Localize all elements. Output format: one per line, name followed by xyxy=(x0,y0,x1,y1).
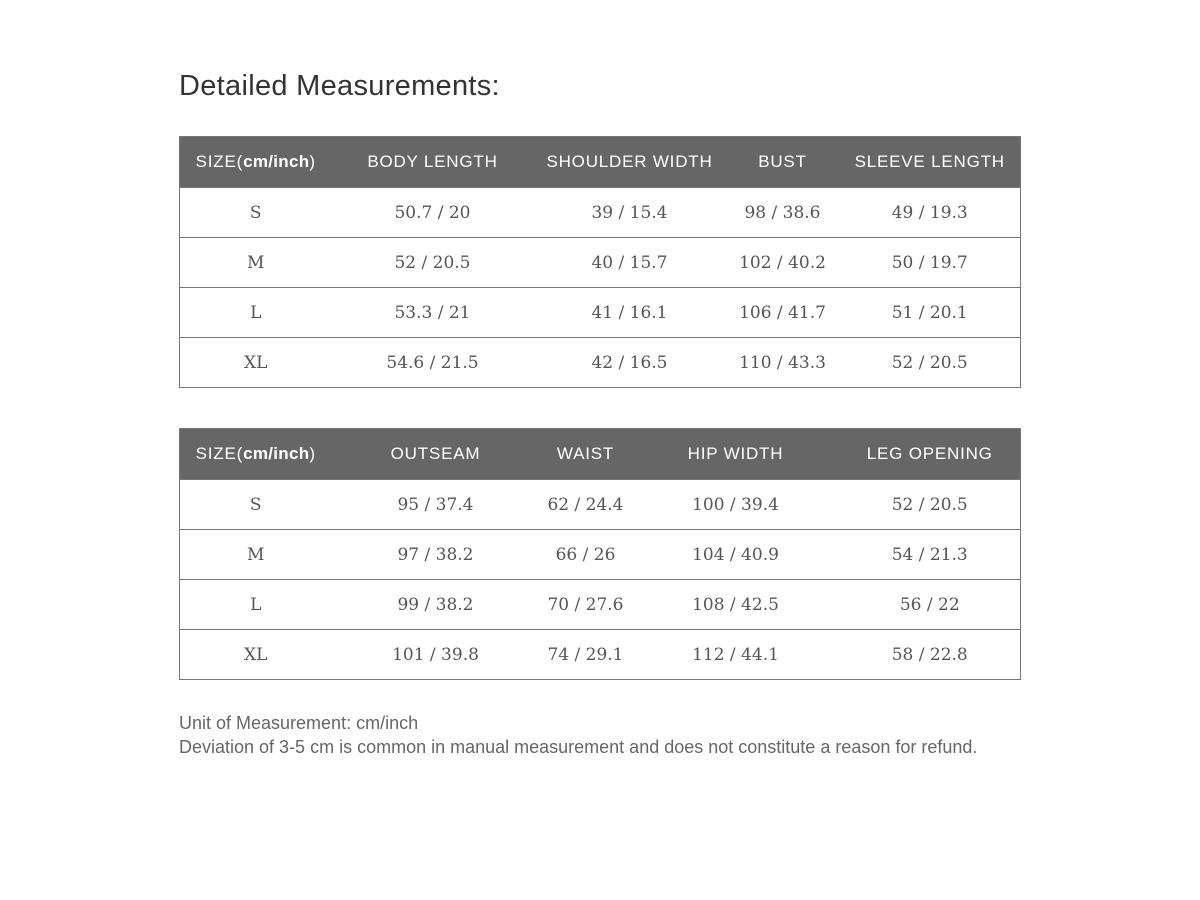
measurement-cell: 42 / 16.5 xyxy=(533,337,726,388)
size-cell: M xyxy=(179,529,332,580)
size-cell: M xyxy=(179,237,332,288)
size-cell: S xyxy=(179,479,332,530)
size-cell: XL xyxy=(179,337,332,388)
measurement-cell: 66 / 26 xyxy=(539,529,632,580)
measurement-cell: 99 / 38.2 xyxy=(331,579,540,630)
unit-note: Unit of Measurement: cm/inch xyxy=(179,713,419,733)
measurement-cell: 108 / 42.5 xyxy=(631,579,840,630)
measurement-cell: 40 / 15.7 xyxy=(533,237,726,288)
measurement-cell: 74 / 29.1 xyxy=(539,629,632,680)
measurement-notes: Unit of Measurement: cm/inch Deviation o… xyxy=(179,711,977,759)
table-row: L 99 / 38.2 70 / 27.6 108 / 42.5 56 / 22 xyxy=(179,579,1021,630)
measurement-cell: 112 / 44.1 xyxy=(631,629,840,680)
measurement-cell: 58 / 22.8 xyxy=(839,629,1021,680)
table-row: XL 101 / 39.8 74 / 29.1 112 / 44.1 58 / 22.8 xyxy=(179,629,1021,680)
size-cell: S xyxy=(179,187,332,238)
measurement-cell: 54 / 21.3 xyxy=(839,529,1021,580)
measurement-cell: 49 / 19.3 xyxy=(839,187,1021,238)
deviation-note: Deviation of 3-5 cm is common in manual … xyxy=(179,737,978,757)
size-cell: XL xyxy=(179,629,332,680)
measurement-cell: 52 / 20.5 xyxy=(331,237,534,288)
bottoms-size-table: SIZE(cm/inch) OUTSEAM WAIST HIP WIDTH LE… xyxy=(179,428,1021,680)
tops-size-table: SIZE(cm/inch) BODY LENGTH SHOULDER WIDTH… xyxy=(179,136,1021,388)
table-row: XL 54.6 / 21.5 42 / 16.5 110 / 43.3 52 / 20.… xyxy=(179,337,1021,388)
measurement-cell: 106 / 41.7 xyxy=(725,287,840,338)
measurement-cell: 95 / 37.4 xyxy=(331,479,540,530)
column-header: HIP WIDTH xyxy=(631,428,840,480)
table-row: L 53.3 / 21 41 / 16.1 106 / 41.7 51 / 20.1 xyxy=(179,287,1021,338)
measurement-cell: 62 / 24.4 xyxy=(539,479,632,530)
measurement-cell: 56 / 22 xyxy=(839,579,1021,630)
column-header: BUST xyxy=(725,136,840,188)
measurement-cell: 50 / 19.7 xyxy=(839,237,1021,288)
measurement-cell: 102 / 40.2 xyxy=(725,237,840,288)
table-row: S 50.7 / 20 39 / 15.4 98 / 38.6 49 / 19.3 xyxy=(179,187,1021,238)
measurement-cell: 101 / 39.8 xyxy=(331,629,540,680)
measurement-cell: 70 / 27.6 xyxy=(539,579,632,630)
table-header-row: SIZE(cm/inch) OUTSEAM WAIST HIP WIDTH LE… xyxy=(179,428,1021,480)
measurement-cell: 51 / 20.1 xyxy=(839,287,1021,338)
column-header: LEG OPENING xyxy=(839,428,1021,480)
table-header-row: SIZE(cm/inch) BODY LENGTH SHOULDER WIDTH… xyxy=(179,136,1021,188)
column-header: OUTSEAM xyxy=(331,428,540,480)
measurement-cell: 98 / 38.6 xyxy=(725,187,840,238)
column-header: BODY LENGTH xyxy=(331,136,534,188)
measurement-cell: 52 / 20.5 xyxy=(839,479,1021,530)
column-header: SHOULDER WIDTH xyxy=(533,136,726,188)
size-cell: L xyxy=(179,579,332,630)
page-title: Detailed Measurements: xyxy=(179,70,500,102)
column-header: SLEEVE LENGTH xyxy=(839,136,1021,188)
table-row: M 52 / 20.5 40 / 15.7 102 / 40.2 50 / 19.7 xyxy=(179,237,1021,288)
measurement-cell: 52 / 20.5 xyxy=(839,337,1021,388)
table-row: S 95 / 37.4 62 / 24.4 100 / 39.4 52 / 20.5 xyxy=(179,479,1021,530)
measurement-cell: 41 / 16.1 xyxy=(533,287,726,338)
size-cell: L xyxy=(179,287,332,338)
measurement-cell: 97 / 38.2 xyxy=(331,529,540,580)
measurement-cell: 50.7 / 20 xyxy=(331,187,534,238)
measurement-cell: 39 / 15.4 xyxy=(533,187,726,238)
measurement-cell: 110 / 43.3 xyxy=(725,337,840,388)
measurement-cell: 104 / 40.9 xyxy=(631,529,840,580)
size-column-header: SIZE(cm/inch) xyxy=(179,136,332,188)
table-row: M 97 / 38.2 66 / 26 104 / 40.9 54 / 21.3 xyxy=(179,529,1021,580)
measurement-cell: 54.6 / 21.5 xyxy=(331,337,534,388)
size-column-header: SIZE(cm/inch) xyxy=(179,428,332,480)
column-header: WAIST xyxy=(539,428,632,480)
measurement-cell: 100 / 39.4 xyxy=(631,479,840,530)
measurement-cell: 53.3 / 21 xyxy=(331,287,534,338)
